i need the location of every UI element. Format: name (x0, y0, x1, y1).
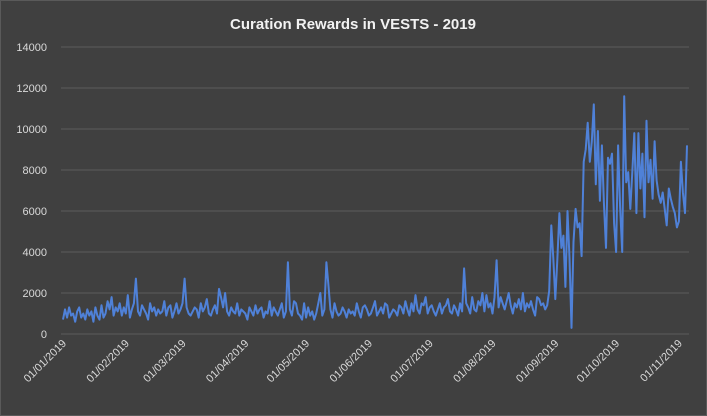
x-tick-label: 01/07/2019 (388, 338, 435, 385)
x-tick-label: 01/06/2019 (328, 338, 375, 385)
y-tick-label: 12000 (16, 83, 47, 95)
y-tick-label: 2000 (23, 288, 47, 300)
x-tick-label: 01/05/2019 (265, 338, 312, 385)
x-tick-label: 01/02/2019 (85, 338, 132, 385)
x-tick-label: 01/10/2019 (575, 338, 622, 385)
x-tick-label: 01/09/2019 (514, 338, 561, 385)
x-axis-ticks: 01/01/2019 01/02/2019 01/03/2019 01/04/2019… (22, 338, 685, 385)
chart-title: Curation Rewards in VESTS - 2019 (230, 16, 476, 33)
y-tick-label: 6000 (23, 206, 47, 218)
series-line-0 (62, 95, 688, 329)
y-tick-label: 14000 (16, 42, 47, 54)
x-tick-label: 01/11/2019 (638, 338, 685, 385)
y-tick-label: 4000 (23, 247, 47, 259)
y-tick-label: 0 (41, 329, 47, 341)
x-tick-label: 01/04/2019 (204, 338, 251, 385)
x-tick-label: 01/03/2019 (141, 338, 188, 385)
y-tick-label: 10000 (16, 124, 47, 136)
y-axis-ticks: 0 2000 4000 6000 8000 10000 12000 14000 (16, 42, 47, 341)
x-tick-label: 01/01/2019 (22, 338, 69, 385)
series-layer (62, 95, 688, 329)
x-tick-label: 01/08/2019 (451, 338, 498, 385)
y-tick-label: 8000 (23, 165, 47, 177)
gridlines (61, 46, 689, 335)
